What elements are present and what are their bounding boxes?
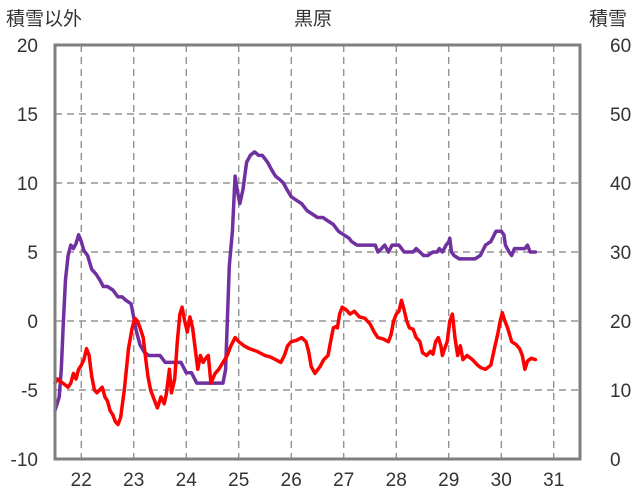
left-tick-label: 10 bbox=[17, 174, 38, 195]
x-tick-label: 26 bbox=[281, 470, 302, 491]
left-tick-label: 20 bbox=[17, 36, 38, 57]
x-tick-label: 24 bbox=[176, 470, 198, 491]
left-tick-label: -10 bbox=[11, 450, 38, 471]
right-tick-label: 20 bbox=[610, 312, 631, 333]
left-tick-label: 15 bbox=[17, 105, 38, 126]
chart-title: 黒原 bbox=[294, 8, 332, 30]
right-tick-label: 40 bbox=[610, 174, 631, 195]
left-tick-label: 5 bbox=[27, 243, 38, 264]
tick-labels: -10 -5 0 5 10 15 20 0 10 20 30 40 50 60 22 23 24 25 26 27 28… bbox=[11, 36, 632, 491]
x-tick-label: 29 bbox=[438, 470, 459, 491]
x-tick-label: 31 bbox=[543, 470, 564, 491]
gridlines bbox=[55, 45, 580, 459]
series-lines bbox=[53, 150, 538, 427]
left-tick-label: -5 bbox=[21, 381, 38, 402]
x-tick-label: 22 bbox=[71, 470, 92, 491]
left-tick-label: 0 bbox=[27, 312, 38, 333]
x-tick-label: 25 bbox=[228, 470, 249, 491]
right-tick-label: 10 bbox=[610, 381, 631, 402]
right-tick-label: 60 bbox=[610, 36, 631, 57]
x-tick-label: 23 bbox=[123, 470, 144, 491]
snow-depth-line bbox=[53, 150, 538, 413]
x-tick-label: 30 bbox=[491, 470, 512, 491]
right-tick-label: 30 bbox=[610, 243, 631, 264]
other-series-line bbox=[53, 298, 538, 427]
x-tick-label: 27 bbox=[333, 470, 354, 491]
right-axis-label: 積雪 bbox=[589, 8, 627, 30]
right-tick-label: 0 bbox=[610, 450, 621, 471]
left-axis-label: 積雪以外 bbox=[6, 8, 82, 30]
x-tick-label: 28 bbox=[386, 470, 407, 491]
plot-frame bbox=[53, 43, 582, 461]
right-tick-label: 50 bbox=[610, 105, 631, 126]
